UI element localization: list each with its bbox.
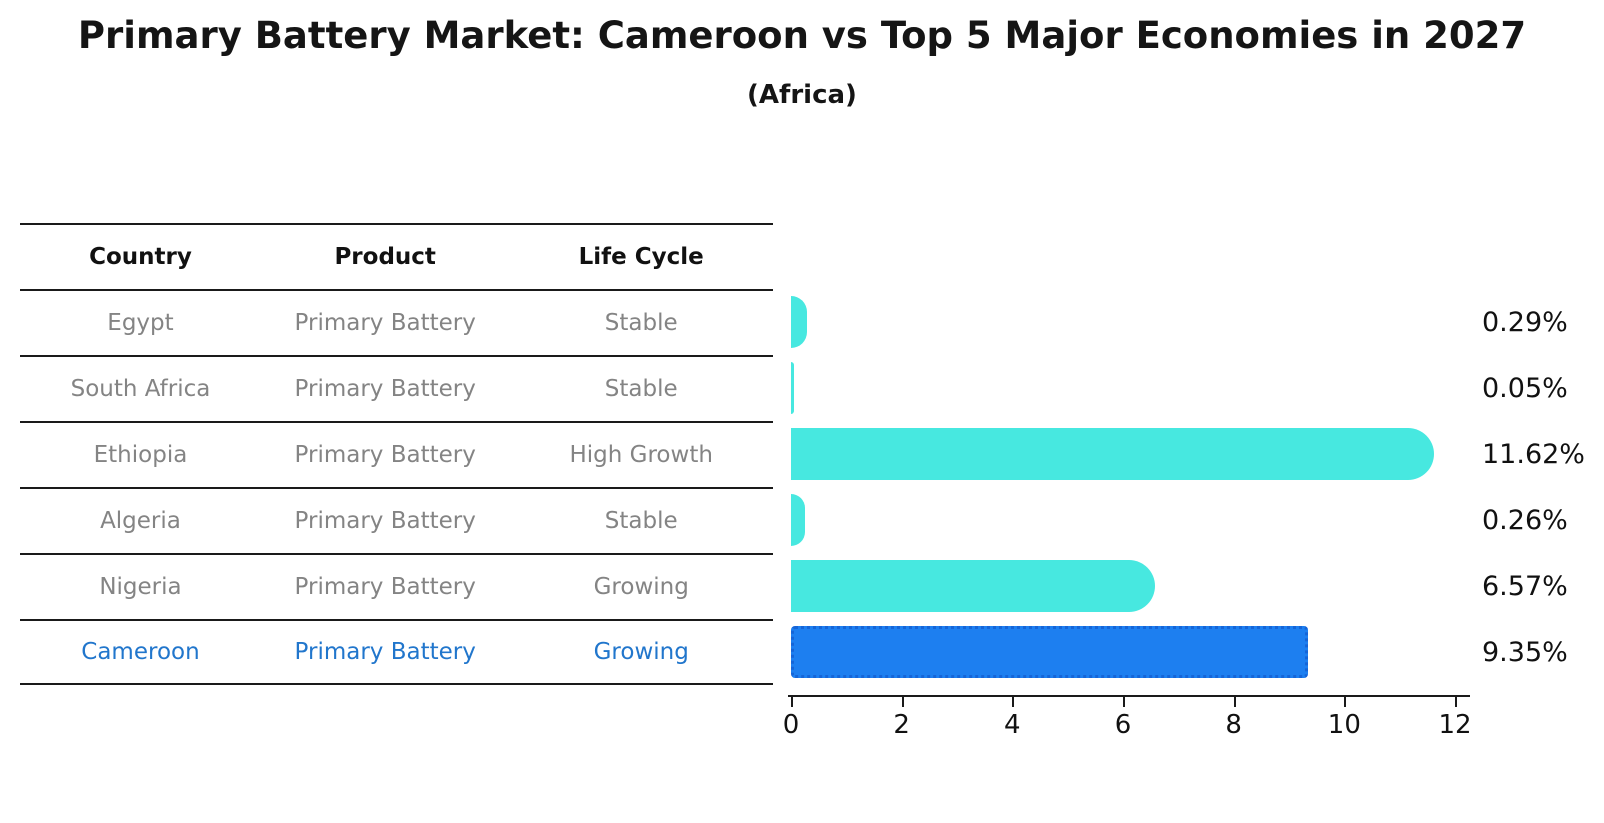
bar-row — [791, 619, 1491, 685]
table-header-row: Country Product Life Cycle — [20, 223, 773, 289]
x-axis-tick — [791, 697, 793, 707]
bar-row — [791, 355, 1491, 421]
table-row: Egypt Primary Battery Stable — [20, 289, 773, 355]
x-axis-tick-label: 0 — [782, 710, 800, 740]
table-cell-country: Algeria — [100, 508, 181, 534]
table-cell-country: South Africa — [70, 376, 211, 402]
country-table: Country Product Life Cycle Egypt Primary … — [20, 223, 773, 685]
x-axis-tick-label: 10 — [1327, 710, 1361, 740]
x-axis-line — [788, 695, 1470, 697]
x-axis-tick — [1455, 697, 1457, 707]
table-header-product: Product — [334, 244, 436, 270]
chart-subtitle: (Africa) — [747, 80, 857, 110]
bar-row — [791, 289, 1491, 355]
x-axis-tick — [1344, 697, 1347, 707]
x-axis-tick — [1012, 697, 1015, 707]
table-cell-country: Cameroon — [81, 639, 200, 665]
table-cell-life-cycle: High Growth — [569, 442, 713, 468]
x-axis-tick-label: 4 — [1004, 710, 1021, 740]
table-cell-life-cycle: Stable — [604, 310, 678, 336]
bar-value-label: 0.05% — [1482, 373, 1568, 404]
table-row: Cameroon Primary Battery Growing — [20, 619, 773, 685]
x-axis-tick — [1123, 697, 1125, 707]
table-cell-product: Primary Battery — [294, 574, 476, 600]
x-axis-tick-label: 12 — [1438, 710, 1472, 740]
table-cell-product: Primary Battery — [294, 508, 476, 534]
bar-cameroon — [791, 626, 1309, 678]
table-row: Nigeria Primary Battery Growing — [20, 553, 773, 619]
table-cell-product: Primary Battery — [294, 376, 476, 402]
bar-value-label: 11.62% — [1482, 439, 1585, 470]
table-cell-life-cycle: Stable — [604, 376, 678, 402]
table-cell-product: Primary Battery — [294, 442, 476, 468]
x-axis-tick — [1233, 697, 1236, 707]
table-row: Ethiopia Primary Battery High Growth — [20, 421, 773, 487]
table-cell-product: Primary Battery — [294, 310, 476, 336]
chart-title: Primary Battery Market: Cameroon vs Top … — [77, 14, 1527, 57]
x-axis-tick-label: 2 — [893, 710, 910, 740]
bar-egypt — [791, 296, 808, 348]
table-cell-country: Egypt — [107, 310, 174, 336]
bar-south-africa — [791, 362, 794, 414]
table-cell-product: Primary Battery — [294, 639, 476, 665]
bar-row — [791, 487, 1491, 553]
table-cell-country: Nigeria — [99, 574, 182, 600]
bar-ethiopia — [791, 428, 1434, 480]
bar-value-label: 0.29% — [1482, 307, 1568, 338]
table-row: Algeria Primary Battery Stable — [20, 487, 773, 553]
table-cell-country: Ethiopia — [93, 442, 188, 468]
x-axis-tick-label: 6 — [1114, 710, 1132, 740]
table-header-life-cycle: Life Cycle — [578, 244, 704, 270]
bar-row — [791, 553, 1491, 619]
bar-value-label: 9.35% — [1482, 637, 1568, 668]
table-header-country: Country — [89, 244, 192, 270]
x-axis-tick-label: 8 — [1225, 710, 1242, 740]
x-axis-tick — [901, 697, 904, 707]
table-row: South Africa Primary Battery Stable — [20, 355, 773, 421]
bar-nigeria — [791, 560, 1155, 612]
table-cell-life-cycle: Growing — [593, 639, 689, 665]
bar-row — [791, 421, 1491, 487]
table-cell-life-cycle: Growing — [593, 574, 689, 600]
bar-value-label: 0.26% — [1482, 505, 1568, 536]
bar-value-label: 6.57% — [1482, 571, 1568, 602]
bar-algeria — [791, 494, 806, 546]
table-cell-life-cycle: Stable — [604, 508, 678, 534]
